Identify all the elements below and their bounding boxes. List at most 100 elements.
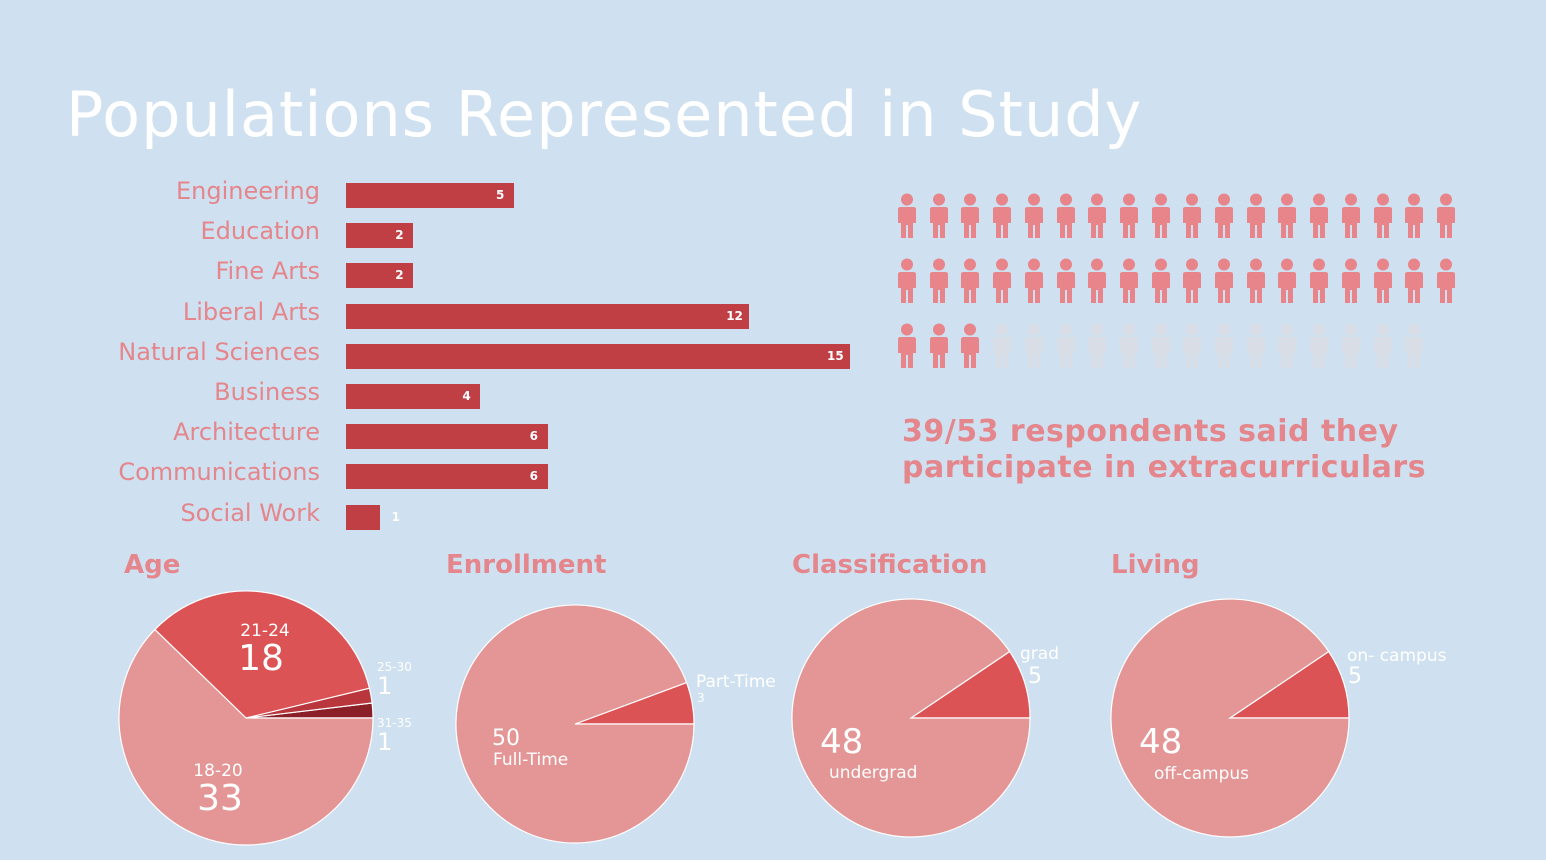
- age-value-31-35: 1: [377, 728, 392, 756]
- enrollment-slice-large: [455, 604, 695, 844]
- person-icon-empty: [1341, 323, 1360, 368]
- person-icon-filled: [1246, 258, 1265, 303]
- person-icon-filled: [1151, 258, 1170, 303]
- person-icon-filled: [1278, 258, 1297, 303]
- bar-label-natural-sciences: Natural Sciences: [118, 337, 320, 366]
- person-icon-filled: [1056, 193, 1075, 238]
- age-label-18-20: 18-20: [193, 761, 242, 781]
- person-icon-empty: [993, 323, 1012, 368]
- living-slice-large: [1110, 598, 1350, 838]
- living-value-on-campus: 5: [1348, 664, 1362, 689]
- person-icon-empty: [1310, 323, 1329, 368]
- person-icon-filled: [1088, 258, 1107, 303]
- bar-natural-sciences: [346, 343, 850, 369]
- person-icon-filled: [929, 258, 948, 303]
- age-label-31-35: 31-35: [377, 716, 412, 730]
- classification-value-grad: 5: [1028, 664, 1042, 689]
- person-icon-filled: [1436, 258, 1455, 303]
- bar-value-architecture: 6: [529, 429, 538, 444]
- page-title: Populations Represented in Study: [66, 78, 1143, 151]
- person-icon-filled: [1405, 258, 1424, 303]
- enrollment-value-part-time: 3: [697, 691, 705, 705]
- living-value-off-campus: 48: [1139, 722, 1182, 762]
- person-icon-empty: [1056, 323, 1075, 368]
- bar-value-fine-arts: 2: [395, 268, 404, 283]
- classification-pie-title: Classification: [792, 550, 988, 580]
- person-icon-filled: [1310, 193, 1329, 238]
- person-icon-empty: [1405, 323, 1424, 368]
- person-icon-filled: [1183, 258, 1202, 303]
- living-label-on-campus: on- campus: [1347, 646, 1447, 666]
- person-icon-filled: [961, 193, 980, 238]
- person-icon-filled: [929, 323, 948, 368]
- person-icon-empty: [1024, 323, 1043, 368]
- person-icon-filled: [1246, 193, 1265, 238]
- bar-social-work: [346, 504, 380, 530]
- age-slice-18-20: [118, 628, 374, 846]
- bar-value-social-work: 1: [391, 509, 400, 524]
- bar-label-social-work: Social Work: [180, 498, 320, 527]
- bar-business: [346, 384, 481, 409]
- person-icon-empty: [1246, 323, 1265, 368]
- bar-value-education: 2: [395, 228, 404, 243]
- bar-value-engineering: 5: [496, 188, 505, 202]
- age-label-21-24: 21-24: [240, 621, 289, 641]
- age-value-25-30: 1: [377, 672, 392, 700]
- classification-slice-large: [791, 598, 1031, 838]
- person-icon-filled: [1215, 193, 1233, 238]
- person-icon-filled: [1088, 193, 1107, 238]
- person-icon-filled: [1151, 193, 1170, 238]
- age-pie-title: Age: [124, 550, 181, 580]
- person-icon-filled: [993, 258, 1012, 303]
- bar-label-engineering: Engineering: [176, 177, 320, 205]
- person-icon-filled: [1056, 258, 1075, 303]
- enrollment-value-full-time: 50: [492, 726, 520, 751]
- person-icon-empty: [1088, 323, 1107, 368]
- person-icon-filled: [1405, 193, 1424, 238]
- bar-value-natural-sciences: 15: [827, 348, 844, 363]
- person-icon-filled: [1310, 258, 1329, 303]
- person-icon-filled: [1278, 193, 1297, 238]
- person-icon-filled: [898, 258, 916, 303]
- bar-label-architecture: Architecture: [173, 418, 320, 447]
- enrollment-label-part-time: Part-Time: [696, 672, 776, 692]
- age-value-21-24: 18: [238, 638, 284, 679]
- person-icon-filled: [1215, 258, 1233, 303]
- person-icon-filled: [1119, 258, 1138, 303]
- person-icon-filled: [1119, 193, 1138, 238]
- bar-communications: [346, 464, 548, 490]
- bar-liberal-arts: [346, 303, 750, 329]
- age-label-25-30: 25-30: [377, 660, 412, 674]
- person-icon-empty: [1278, 323, 1297, 368]
- person-icon-filled: [1341, 193, 1360, 238]
- bar-label-fine-arts: Fine Arts: [215, 257, 320, 286]
- bar-value-communications: 6: [529, 469, 538, 484]
- age-slice-21-24: [154, 590, 371, 719]
- bar-education: [346, 223, 414, 249]
- person-icon-empty: [1373, 323, 1392, 368]
- person-icon-empty: [1183, 323, 1202, 368]
- bar-architecture: [346, 424, 548, 450]
- classification-label-undergrad: undergrad: [829, 763, 917, 783]
- person-icon-filled: [961, 258, 980, 303]
- extracurricular-caption-line1: 39/53 respondents said they: [902, 414, 1399, 449]
- bar-label-liberal-arts: Liberal Arts: [182, 297, 320, 326]
- age-value-18-20: 33: [197, 778, 243, 819]
- person-icon-filled: [1024, 193, 1043, 238]
- person-icon-filled: [898, 323, 916, 368]
- living-label-off-campus: off-campus: [1154, 764, 1249, 784]
- living-pie-title: Living: [1111, 550, 1200, 580]
- person-icon-filled: [1183, 193, 1202, 238]
- person-icon-filled: [961, 323, 980, 368]
- person-icon-filled: [993, 193, 1012, 238]
- bar-label-business: Business: [214, 378, 320, 406]
- classification-label-grad: grad: [1020, 644, 1059, 664]
- bar-value-business: 4: [462, 389, 471, 403]
- bar-label-communications: Communications: [118, 458, 320, 487]
- person-icon-filled: [1373, 193, 1392, 238]
- person-icon-empty: [1215, 323, 1233, 368]
- person-icon-filled: [1024, 258, 1043, 303]
- person-icon-empty: [1151, 323, 1170, 368]
- person-icon-empty: [1119, 323, 1138, 368]
- bar-fine-arts: [346, 263, 414, 289]
